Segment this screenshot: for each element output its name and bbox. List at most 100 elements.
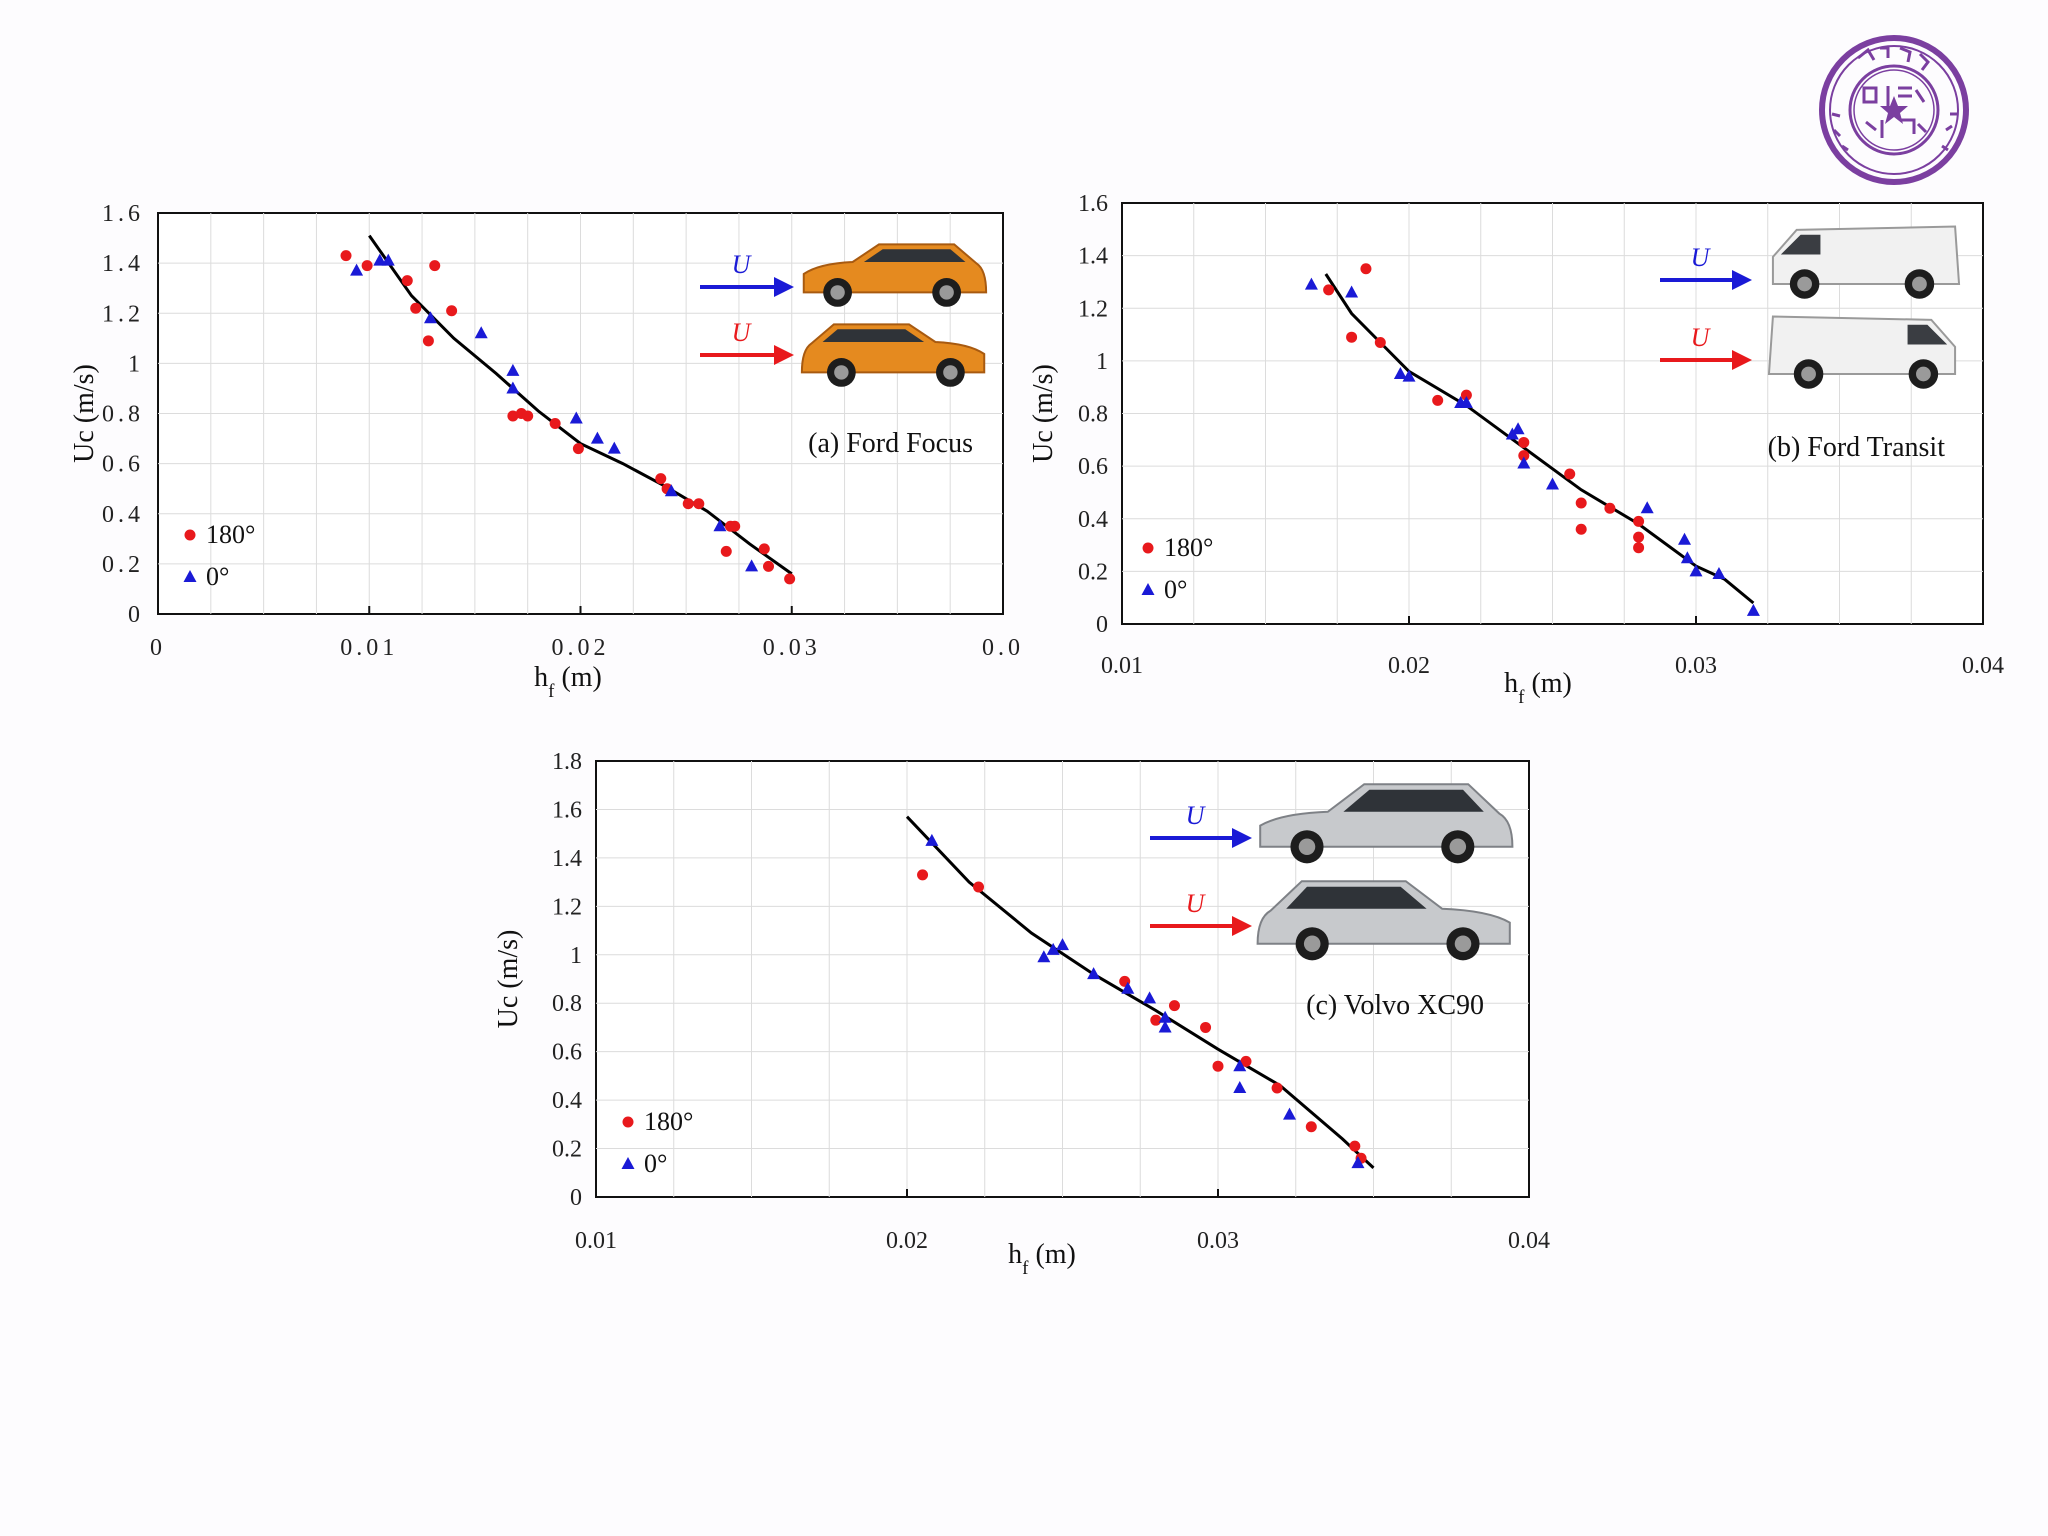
data-point-180	[763, 560, 775, 572]
data-point-180	[446, 305, 458, 317]
data-point-180	[1200, 1021, 1212, 1033]
y-tick-label: 1.2	[1078, 296, 1108, 322]
chart-2: 0 0.2 0.4 0.6 0.8 1 1.2 1.4 1.6 1.8 0.01 0.02 0.03 0.…	[493, 749, 1550, 1279]
y-tick-label: 1.6	[102, 201, 144, 227]
data-point-0	[373, 253, 387, 266]
chart-1: 0 0.2 0.4 0.6 0.8 1 1.2 1.4 1.6 0.01 0.02 0.03 0.04 U…	[1028, 191, 2004, 708]
data-point-0	[1746, 603, 1760, 616]
arrow-head-blue	[1732, 270, 1752, 290]
x-tick-label: 0.02	[552, 635, 610, 661]
data-point-0	[925, 833, 939, 846]
data-point-180	[1150, 1014, 1162, 1026]
data-point-180	[1212, 1060, 1224, 1072]
data-point-180	[507, 410, 519, 422]
wheel-hub	[1801, 366, 1816, 382]
data-point-0	[1087, 967, 1101, 980]
data-point-0	[1640, 501, 1654, 514]
van-window	[1907, 324, 1948, 345]
data-point-0	[1056, 938, 1069, 951]
data-point-0	[506, 363, 520, 376]
flow-label-red: U	[1691, 323, 1712, 352]
y-tick-label: 1.4	[552, 846, 582, 872]
wheel-hub	[1797, 276, 1812, 292]
data-point-180	[1346, 331, 1358, 343]
y-axis-label: Uc (m/s)	[69, 364, 100, 463]
data-point-0	[474, 326, 488, 339]
wheel-hub	[1912, 276, 1927, 292]
data-point-0	[1712, 567, 1726, 580]
legend-marker-180	[622, 1116, 634, 1128]
data-point-180	[758, 543, 770, 555]
data-point-0	[1393, 367, 1407, 380]
vehicle-image-bottom	[800, 323, 986, 387]
y-tick-label: 0	[570, 1185, 582, 1211]
x-tick-label: 0.0	[982, 635, 1024, 661]
data-point-180	[655, 473, 667, 485]
data-point-180	[1518, 450, 1530, 462]
wheel-hub	[1303, 935, 1321, 953]
y-tick-label: 0.4	[1078, 507, 1108, 533]
arrow-head-blue	[774, 277, 794, 297]
arrow-head-blue	[1232, 828, 1252, 848]
panel-caption: (c) Volvo XC90	[1306, 990, 1484, 1021]
data-point-0	[1351, 1156, 1365, 1169]
y-tick-label: 0.6	[1078, 454, 1108, 480]
data-point-0	[350, 263, 364, 276]
y-tick-label: 0.6	[552, 1040, 582, 1066]
flow-label-red: U	[732, 318, 753, 347]
y-tick-label: 0	[128, 602, 144, 628]
data-point-180	[340, 250, 352, 262]
flow-label-blue: U	[1186, 801, 1207, 830]
y-tick-label: 0.8	[552, 991, 582, 1017]
data-point-0	[506, 381, 520, 394]
y-tick-label: 0.2	[102, 552, 144, 578]
x-tick-label: 0.04	[1508, 1228, 1550, 1254]
y-tick-label: 0.6	[102, 452, 144, 478]
wheel-hub	[1916, 366, 1931, 382]
data-point-0	[1345, 285, 1359, 298]
data-point-180	[682, 498, 694, 510]
data-point-180	[1604, 502, 1616, 514]
y-axis-label: Uc (m/s)	[493, 930, 524, 1029]
van-window	[1780, 234, 1821, 255]
data-point-0	[713, 519, 727, 532]
data-point-180	[361, 260, 373, 272]
data-point-0	[1304, 277, 1318, 290]
data-point-0	[1158, 1020, 1172, 1033]
legend-marker-180	[1142, 542, 1154, 554]
legend-marker-0	[1141, 583, 1155, 595]
data-point-0	[1546, 477, 1559, 490]
legend-label: 0°	[1164, 575, 1187, 604]
y-tick-label: 1.2	[102, 301, 144, 327]
data-point-180	[429, 260, 441, 272]
y-tick-label: 0.8	[1078, 402, 1108, 428]
data-point-0	[424, 311, 438, 324]
wheel-hub	[834, 365, 849, 380]
arrow-head-red	[1732, 350, 1752, 370]
legend-marker-0	[621, 1157, 635, 1169]
x-axis-label: hf (m)	[1008, 1239, 1076, 1279]
data-point-180	[729, 520, 741, 532]
data-point-180	[1633, 515, 1645, 527]
vehicle-image-bottom	[1767, 315, 1957, 389]
legend-marker-180	[184, 529, 196, 541]
y-tick-label: 1.8	[552, 749, 582, 775]
data-point-0	[745, 559, 759, 572]
y-tick-label: 1	[570, 943, 582, 969]
flow-label-red: U	[1186, 889, 1207, 918]
data-point-0	[590, 431, 604, 444]
data-point-0	[1283, 1107, 1297, 1120]
data-point-0	[1459, 395, 1473, 408]
data-point-180	[1460, 389, 1472, 401]
data-point-180	[422, 335, 434, 347]
x-tick-label: 0	[150, 635, 166, 661]
data-point-180	[1374, 336, 1386, 348]
vehicle-image-bottom	[1256, 880, 1511, 961]
y-tick-label: 1	[128, 351, 144, 377]
data-point-0	[381, 253, 395, 266]
data-point-180	[1575, 497, 1587, 509]
data-point-0	[1517, 456, 1531, 469]
car-window	[863, 249, 966, 262]
chart-0: 0 0.2 0.4 0.6 0.8 1 1.2 1.4 1.6 0 0.01 0.02 0.03 0.0 U…	[69, 201, 1024, 702]
wheel-hub	[830, 285, 845, 300]
